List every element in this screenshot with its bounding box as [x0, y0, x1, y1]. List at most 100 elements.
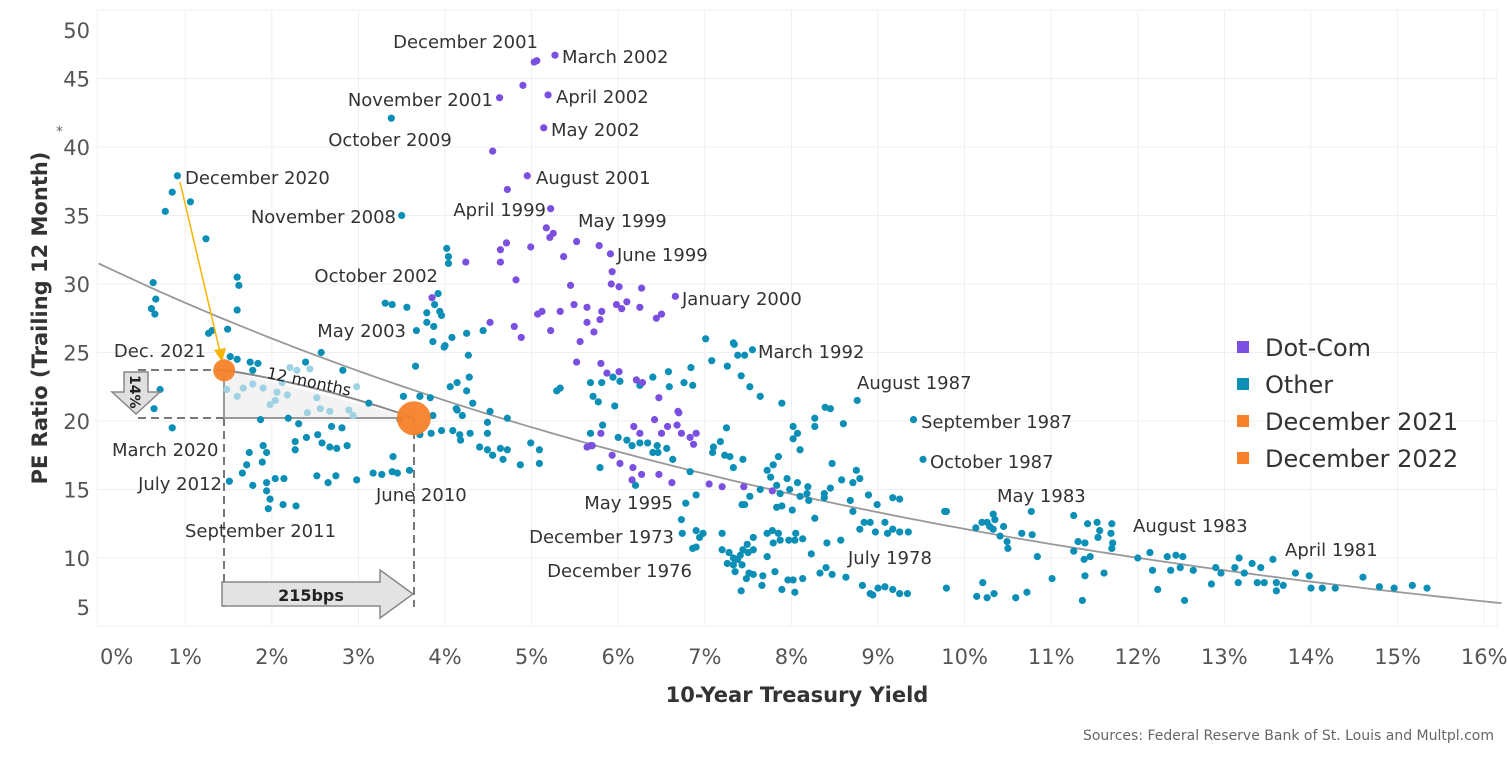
- other-point: [1207, 580, 1216, 588]
- dotcom-point: [512, 276, 520, 284]
- other-point: [664, 368, 673, 376]
- other-point: [852, 466, 860, 474]
- other-point: [516, 461, 524, 469]
- point-label: May 1999: [578, 211, 667, 232]
- other-point: [1235, 554, 1243, 562]
- other-point: [431, 300, 439, 309]
- point-label: May 2003: [317, 321, 406, 342]
- other-point: [1109, 539, 1117, 547]
- point-labels: December 2001 March 2002 November 2001 Apri…: [112, 32, 1378, 582]
- other-point: [535, 446, 543, 454]
- december-2021-point: [213, 359, 236, 382]
- other-point: [437, 311, 446, 320]
- other-point: [496, 444, 505, 452]
- other-point: [1375, 583, 1384, 591]
- other-point: [1248, 559, 1256, 568]
- other-point: [245, 448, 253, 457]
- other-point: [326, 443, 334, 451]
- twelve-month-path: [223, 369, 415, 419]
- dotcom-point: [655, 394, 663, 402]
- legend-swatch: [1237, 415, 1249, 427]
- other-point: [339, 366, 347, 374]
- other-point: [226, 353, 234, 361]
- other-point: [1033, 553, 1041, 561]
- labeled-point: [173, 172, 182, 180]
- other-point: [202, 235, 210, 243]
- dotcom-point: [692, 429, 700, 437]
- y-tick-label: 10: [63, 547, 90, 571]
- labeled-point: [551, 51, 559, 59]
- other-point: [151, 310, 159, 318]
- other-point: [246, 358, 254, 366]
- other-point: [553, 387, 561, 395]
- other-point: [799, 574, 807, 583]
- other-point: [266, 495, 274, 503]
- point-label: November 2001: [348, 90, 493, 111]
- other-point: [292, 502, 300, 510]
- other-point: [942, 584, 951, 592]
- other-point: [990, 590, 998, 598]
- other-point: [786, 485, 794, 494]
- other-point: [258, 458, 266, 466]
- other-point: [686, 468, 694, 476]
- other-point: [249, 481, 257, 489]
- dotcom-point: [637, 284, 646, 292]
- point-label: January 2000: [681, 289, 802, 310]
- labeled-point: [606, 250, 615, 258]
- other-point-faded: [249, 380, 257, 388]
- other-point: [860, 518, 868, 526]
- other-point: [828, 459, 836, 468]
- other-point: [623, 436, 631, 444]
- other-point: [263, 479, 271, 487]
- dotcom-point: [597, 429, 605, 437]
- other-point: [1307, 584, 1315, 592]
- other-point: [828, 570, 836, 579]
- other-point: [718, 529, 726, 537]
- other-point: [803, 490, 811, 498]
- other-point: [616, 377, 624, 385]
- dotcom-point: [517, 333, 525, 342]
- other-point: [469, 399, 477, 407]
- other-point: [1176, 563, 1184, 572]
- other-point: [1100, 569, 1108, 577]
- other-point: [864, 491, 873, 499]
- x-tick-label: 3%: [342, 645, 375, 669]
- other-point: [791, 588, 799, 596]
- dotcom-point: [615, 283, 623, 291]
- other-point: [805, 496, 813, 505]
- other-point: [776, 536, 784, 544]
- other-point: [725, 548, 733, 557]
- point-label: April 1981: [1285, 540, 1378, 561]
- other-point-faded: [306, 365, 314, 373]
- labeled-point: [225, 477, 233, 485]
- other-point: [789, 422, 797, 431]
- other-point: [983, 594, 991, 602]
- point-label: July 2012: [137, 474, 222, 495]
- other-point: [1018, 529, 1026, 537]
- other-point: [1272, 587, 1280, 595]
- dotcom-point: [527, 243, 535, 251]
- point-label: September 1987: [921, 412, 1072, 433]
- other-point: [816, 569, 824, 577]
- other-point: [388, 300, 396, 309]
- other-point: [839, 420, 847, 428]
- other-point: [1048, 574, 1056, 583]
- other-point: [317, 348, 325, 357]
- point-label: September 2011: [185, 521, 336, 542]
- other-point: [738, 500, 746, 509]
- dotcom-point: [542, 224, 550, 232]
- other-point: [483, 446, 492, 454]
- other-point: [186, 198, 194, 206]
- other-point: [778, 399, 786, 407]
- other-point: [722, 424, 731, 432]
- other-point: [338, 424, 346, 432]
- legend: Dot-Com Other December 2021 December 2022: [1237, 334, 1458, 473]
- other-point: [596, 463, 604, 472]
- other-point: [1108, 544, 1116, 553]
- other-point: [991, 516, 999, 524]
- other-point: [889, 525, 897, 533]
- other-point: [449, 426, 457, 435]
- dotcom-point: [740, 483, 748, 491]
- other-point: [978, 518, 986, 526]
- other-point: [644, 439, 652, 447]
